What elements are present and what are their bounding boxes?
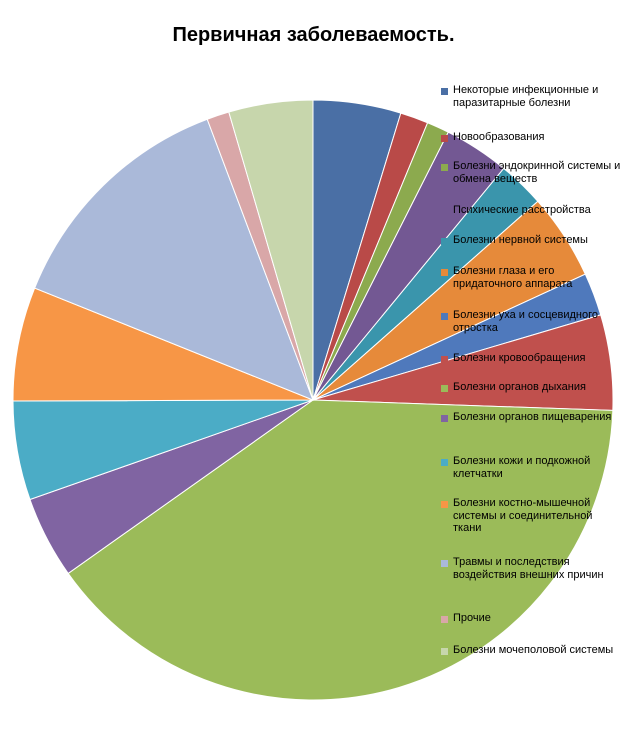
legend-label: Болезни глаза и его придаточного аппарат…: [453, 265, 573, 290]
legend-label: Болезни кровообращения: [453, 352, 586, 364]
legend-item: Болезни глаза и его придаточного аппарат…: [441, 265, 623, 290]
legend-item: Прочие: [441, 612, 623, 625]
legend-label: Некоторые инфекционные и паразитарные бо…: [453, 84, 599, 109]
legend-item: Психические расстройства: [441, 204, 623, 217]
legend-label: Болезни костно-мышечной системы и соедин…: [453, 497, 593, 534]
legend-label: Болезни нервной системы: [453, 234, 588, 246]
legend-swatch: [441, 616, 448, 623]
legend-label: Прочие: [453, 612, 491, 624]
legend-label: Болезни кожи и подкожной клетчатки: [453, 455, 591, 480]
legend-item: Новообразования: [441, 131, 623, 144]
legend-label: Болезни органов пищеварения: [453, 411, 612, 423]
legend-item: Болезни нервной системы: [441, 234, 623, 247]
legend-item: Болезни эндокринной системы и обмена вещ…: [441, 160, 623, 185]
legend-item: Некоторые инфекционные и паразитарные бо…: [441, 84, 623, 109]
pie-slice-15: [228, 99, 314, 401]
legend-swatch: [441, 135, 448, 142]
pie-slice-13: [34, 118, 314, 401]
legend-label: Болезни мочеполовой системы: [453, 644, 614, 656]
legend-swatch: [441, 313, 448, 320]
legend-swatch: [441, 356, 448, 363]
legend-label: Болезни органов дыхания: [453, 381, 586, 393]
legend-item: Болезни органов дыхания: [441, 381, 623, 394]
legend-label: Болезни уха и сосцевидного отростка: [453, 309, 598, 334]
legend-swatch: [441, 459, 448, 466]
legend-item: Болезни мочеполовой системы: [441, 644, 623, 657]
legend-item: Травмы и последствия воздействия внешних…: [441, 556, 623, 581]
legend-label: Травмы и последствия воздействия внешних…: [453, 556, 604, 581]
legend-swatch: [441, 385, 448, 392]
pie-slice-9: [67, 399, 614, 701]
pie-slice-12: [12, 287, 314, 402]
legend-swatch: [441, 88, 448, 95]
legend-swatch: [441, 269, 448, 276]
legend-swatch: [441, 164, 448, 171]
legend-item: Болезни костно-мышечной системы и соедин…: [441, 497, 623, 535]
legend-label: Болезни эндокринной системы и обмена вещ…: [453, 160, 621, 185]
legend-item: Болезни кожи и подкожной клетчатки: [441, 455, 623, 480]
legend-swatch: [441, 415, 448, 422]
legend-swatch: [441, 560, 448, 567]
legend-swatch: [441, 238, 448, 245]
legend-item: Болезни уха и сосцевидного отростка: [441, 309, 623, 334]
legend-swatch: [441, 501, 448, 508]
legend-label: Новообразования: [453, 131, 545, 143]
legend-swatch: [441, 208, 448, 215]
legend-item: Болезни органов пищеварения: [441, 411, 623, 424]
legend-item: Болезни кровообращения: [441, 352, 623, 365]
legend-label: Психические расстройства: [453, 204, 591, 216]
chart-title: Первичная заболеваемость.: [172, 24, 455, 46]
legend-swatch: [441, 648, 448, 655]
